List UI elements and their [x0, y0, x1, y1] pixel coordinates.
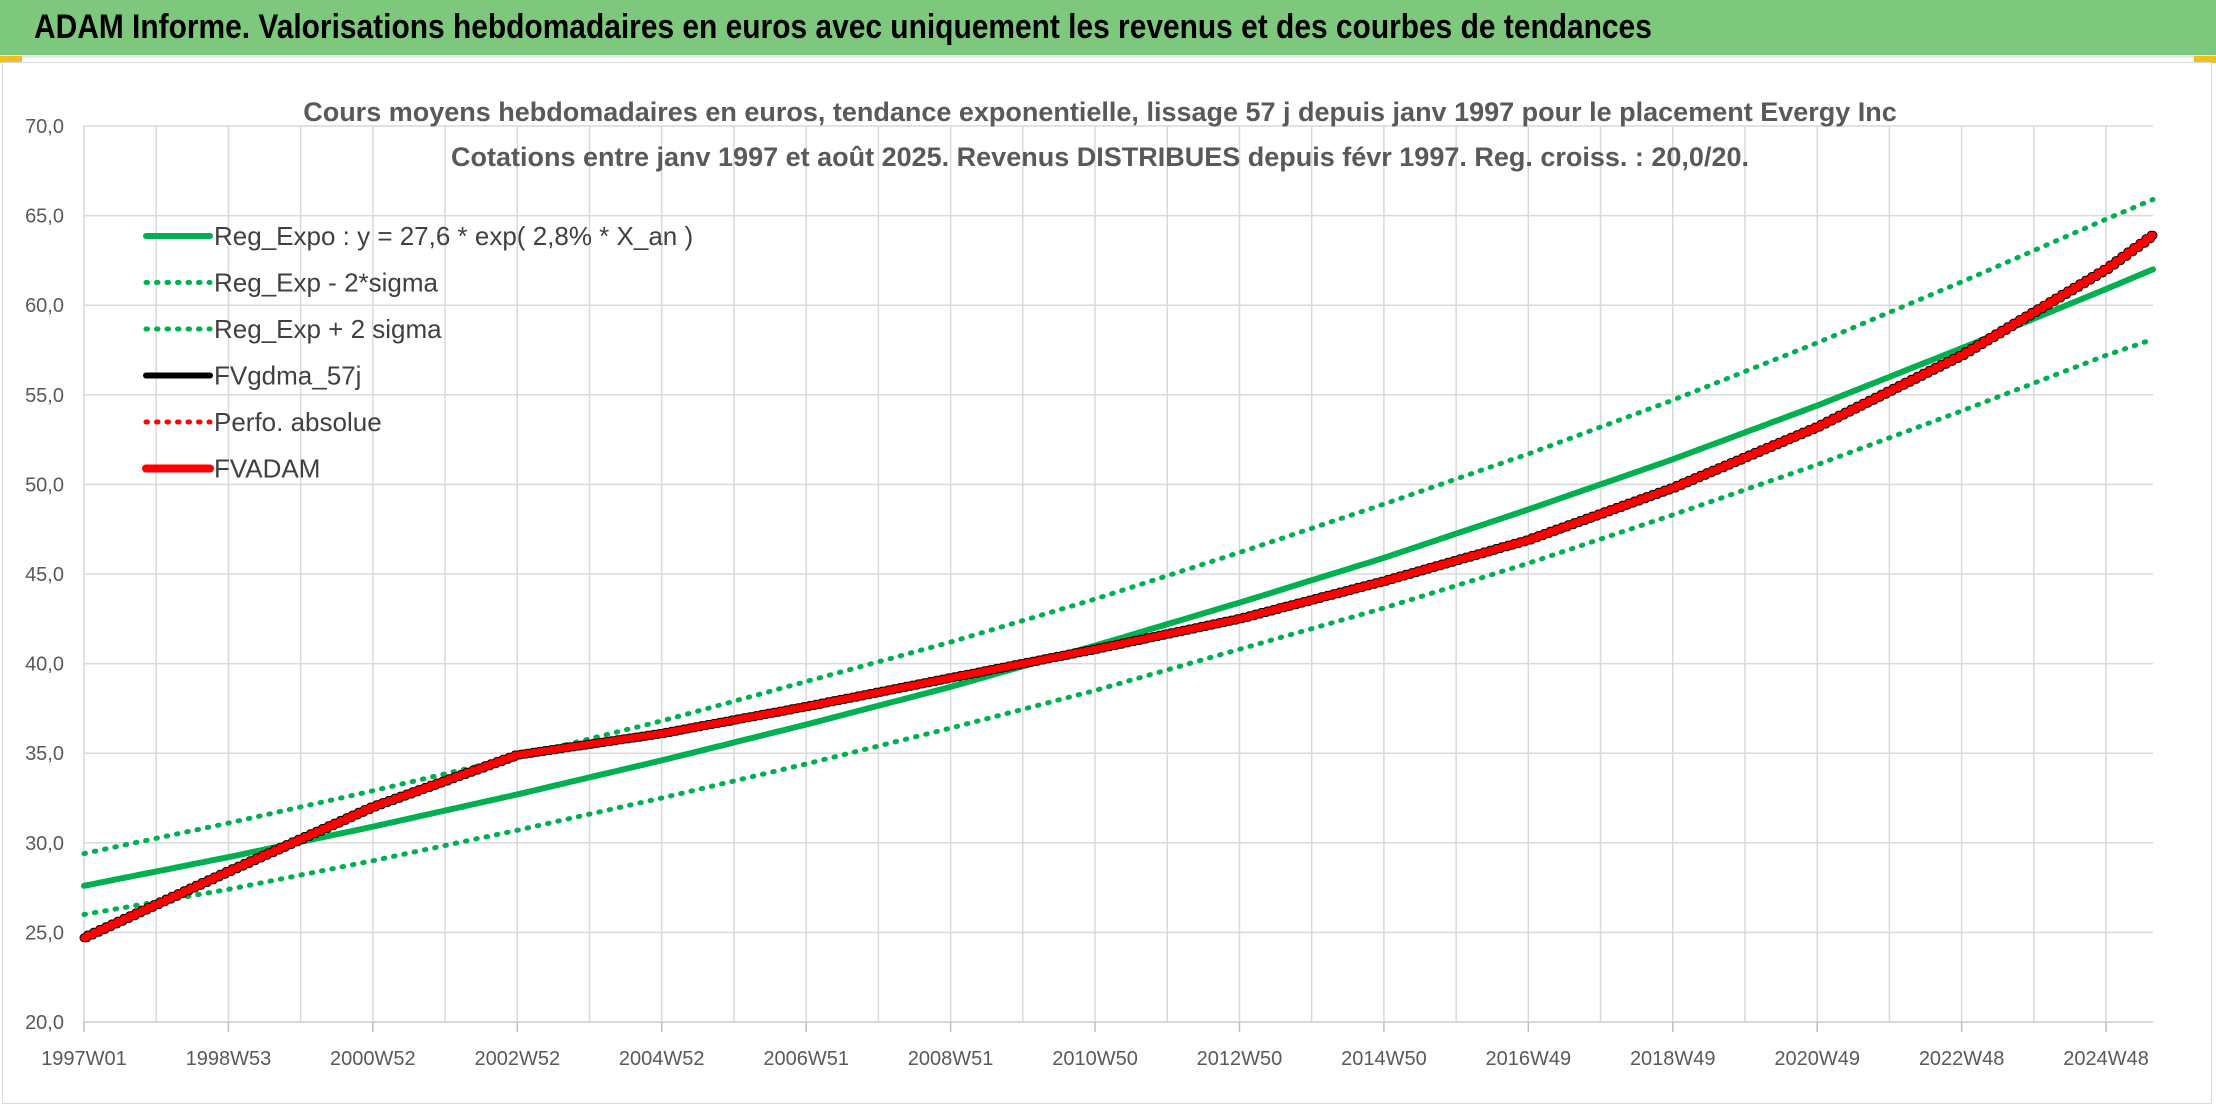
x-tick-label: 2006W51 [763, 1048, 849, 1070]
chart-title: Cours moyens hebdomadaires en euros, ten… [303, 97, 1897, 127]
y-tick-label: 35,0 [25, 743, 64, 765]
y-tick-label: 25,0 [25, 922, 64, 944]
x-tick-label: 2004W52 [619, 1048, 705, 1070]
y-tick-label: 30,0 [25, 833, 64, 855]
y-tick-label: 60,0 [25, 295, 64, 317]
y-tick-label: 55,0 [25, 385, 64, 407]
legend-label-3: FVgdma_57j [214, 361, 361, 391]
x-tick-label: 2002W52 [474, 1048, 560, 1070]
corner-mark-left [0, 56, 22, 63]
series-line-2 [81, 197, 2156, 857]
y-tick-label: 45,0 [25, 564, 64, 586]
report-title: ADAM Informe. Valorisations hebdomadaire… [34, 8, 1652, 46]
y-tick-label: 70,0 [25, 116, 64, 138]
legend-label-5: FVADAM [214, 454, 320, 484]
vertical-gridlines [83, 126, 2107, 1022]
chart-subtitle: Cotations entre janv 1997 et août 2025. … [451, 142, 1749, 172]
series-lines [79, 197, 2158, 943]
x-axis: 1997W01 1998W53 2000W52 2002W52 2004W52 2006W… [41, 1021, 2153, 1070]
y-tick-label: 40,0 [25, 654, 64, 676]
x-tick-label: 1997W01 [41, 1048, 127, 1070]
chart-frame [2, 62, 2212, 1104]
x-tick-label: 2010W50 [1052, 1048, 1138, 1070]
legend: Reg_Expo : y = 27,6 * exp( 2,8% * X_an )… [142, 221, 693, 484]
legend-label-0: Reg_Expo : y = 27,6 * exp( 2,8% * X_an ) [214, 221, 693, 251]
legend-label-1: Reg_Exp - 2*sigma [214, 268, 439, 298]
corner-mark-right [2194, 56, 2216, 63]
x-tick-label: 2012W50 [1197, 1048, 1283, 1070]
x-tick-label: 2008W51 [908, 1048, 994, 1070]
legend-label-4: Perfo. absolue [214, 407, 382, 437]
series-line-1 [81, 336, 2156, 917]
series-line-4 [82, 233, 2155, 940]
series-line-0 [81, 266, 2156, 889]
x-tick-label: 1998W53 [186, 1048, 272, 1070]
x-tick-label: 2020W49 [1774, 1048, 1860, 1070]
report-banner: ADAM Informe. Valorisations hebdomadaire… [0, 0, 2216, 58]
y-tick-label: 50,0 [25, 474, 64, 496]
x-tick-label: 2022W48 [1919, 1048, 2005, 1070]
x-tick-label: 2016W49 [1486, 1048, 1572, 1070]
x-tick-label: 2018W49 [1630, 1048, 1716, 1070]
legend-label-2: Reg_Exp + 2 sigma [214, 314, 442, 344]
y-tick-label: 65,0 [25, 206, 64, 228]
x-tick-label: 2014W50 [1341, 1048, 1427, 1070]
y-axis: 70,0 65,0 60,0 55,0 50,0 45,0 40,0 35,0 30,0 25,0… [25, 116, 64, 1034]
x-tick-label: 2000W52 [330, 1048, 416, 1070]
x-tick-label: 2024W48 [2063, 1048, 2149, 1070]
y-tick-label: 20,0 [25, 1012, 64, 1034]
horizontal-gridlines [84, 125, 2153, 1023]
